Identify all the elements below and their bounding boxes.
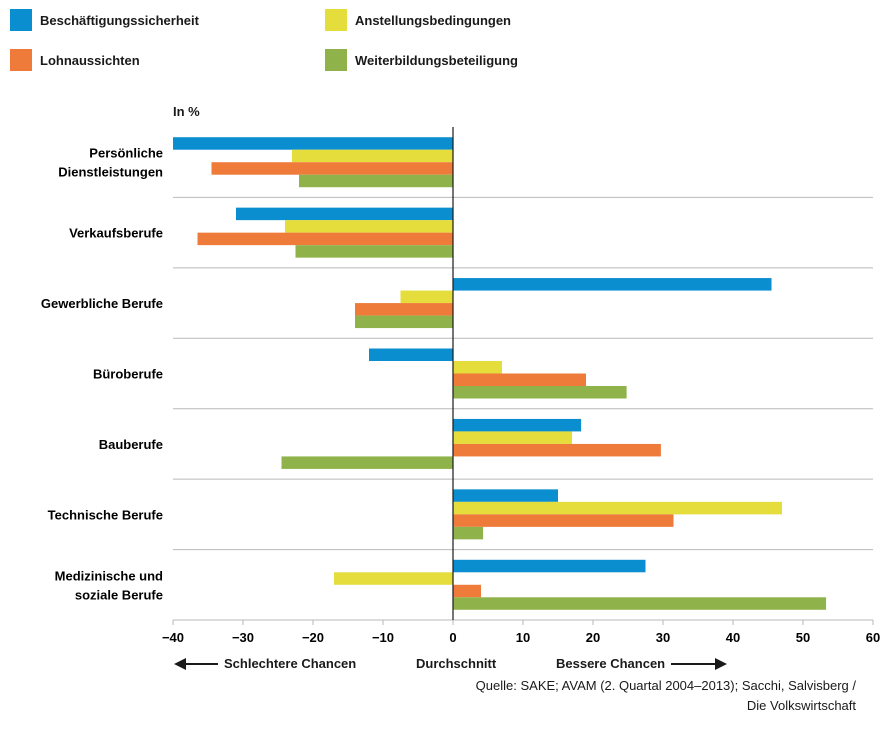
bar-2-0 (211, 162, 453, 175)
bar-0-4 (453, 418, 582, 432)
x-tick-label: 50 (796, 630, 810, 645)
bar-2-4 (453, 443, 661, 457)
footer-right-label: Bessere Chancen (556, 656, 666, 671)
source-line-1: Quelle: SAKE; AVAM (2. Quartal 2004–2013… (475, 678, 856, 693)
bar-3-1 (295, 245, 453, 258)
category-label: Persönliche (89, 146, 163, 161)
legend-swatch (10, 9, 32, 31)
category-label: Bauberufe (99, 437, 163, 452)
category-label: Büroberufe (93, 367, 163, 382)
bar-1-4 (453, 431, 572, 444)
category-label: Verkaufsberufe (69, 226, 163, 241)
legend-label: Beschäftigungssicherheit (40, 12, 199, 28)
footer-arrow-left: Schlechtere Chancen (174, 656, 356, 671)
legend: Beschäftigungssicherheit Anstellungsbedi… (0, 0, 882, 80)
legend-label: Lohnaussichten (40, 52, 140, 68)
bar-0-5 (453, 489, 558, 502)
x-tick-label: −40 (162, 630, 184, 645)
legend-swatch (10, 49, 32, 71)
bar-1-5 (453, 501, 782, 515)
footer-center-label: Durchschnitt (416, 656, 497, 671)
x-tick-label: 0 (449, 630, 456, 645)
legend-swatch (325, 9, 347, 31)
category-label: Technische Berufe (48, 507, 163, 522)
bar-2-5 (453, 514, 674, 527)
legend-item-beschaeftigungssicherheit: Beschäftigungssicherheit (10, 9, 199, 31)
x-tick-label: 40 (726, 630, 740, 645)
footer-left-label: Schlechtere Chancen (224, 656, 357, 671)
bar-chart: Persönliche Dienstleistungen Verkaufsberuf… (41, 127, 880, 645)
category-label: Dienstleistungen (58, 165, 163, 180)
bar-3-4 (281, 456, 453, 469)
x-tick-label: −30 (232, 630, 254, 645)
bar-2-6 (453, 584, 481, 598)
category-label: soziale Berufe (75, 587, 163, 602)
bar-0-3 (369, 348, 453, 361)
category-label: Gewerbliche Berufe (41, 296, 163, 311)
x-tick-label: −10 (372, 630, 394, 645)
x-tick-label: 60 (866, 630, 880, 645)
legend-label: Weiterbildungsbeteiligung (355, 52, 518, 68)
bar-0-6 (453, 559, 646, 573)
legend-item-weiterbildungsbeteiligung: Weiterbildungsbeteiligung (325, 49, 518, 71)
bar-1-3 (453, 361, 502, 374)
bar-1-0 (292, 149, 453, 163)
source-line-2: Die Volkswirtschaft (746, 698, 856, 713)
legend-item-lohnaussichten: Lohnaussichten (10, 49, 140, 71)
legend-label: Anstellungsbedingungen (355, 12, 511, 28)
x-tick-label: 20 (586, 630, 600, 645)
source-note: Quelle: SAKE; AVAM (2. Quartal 2004–2013… (356, 676, 856, 716)
legend-item-anstellungsbedingungen: Anstellungsbedingungen (325, 9, 511, 31)
bar-3-5 (453, 526, 484, 540)
bar-1-2 (400, 290, 453, 304)
x-tick-label: 30 (656, 630, 670, 645)
bar-1-1 (285, 220, 453, 233)
arrow-right-icon (671, 657, 728, 670)
bar-0-1 (236, 207, 453, 221)
footer-arrow-right: Bessere Chancen (556, 656, 728, 671)
arrow-left-icon (174, 657, 218, 670)
bar-3-2 (355, 315, 453, 329)
bar-1-6 (334, 572, 453, 585)
x-tick-label: −20 (302, 630, 324, 645)
bar-2-2 (355, 303, 453, 316)
bar-2-1 (197, 232, 453, 246)
bar-0-2 (453, 278, 772, 291)
unit-label: In % (173, 104, 200, 119)
bar-3-0 (299, 174, 453, 188)
category-label: Medizinische und (55, 568, 163, 583)
bar-3-3 (453, 386, 627, 399)
bar-3-6 (453, 597, 827, 610)
x-tick-label: 10 (516, 630, 530, 645)
legend-swatch (325, 49, 347, 71)
bar-0-0 (173, 137, 453, 150)
bar-2-3 (453, 373, 586, 386)
